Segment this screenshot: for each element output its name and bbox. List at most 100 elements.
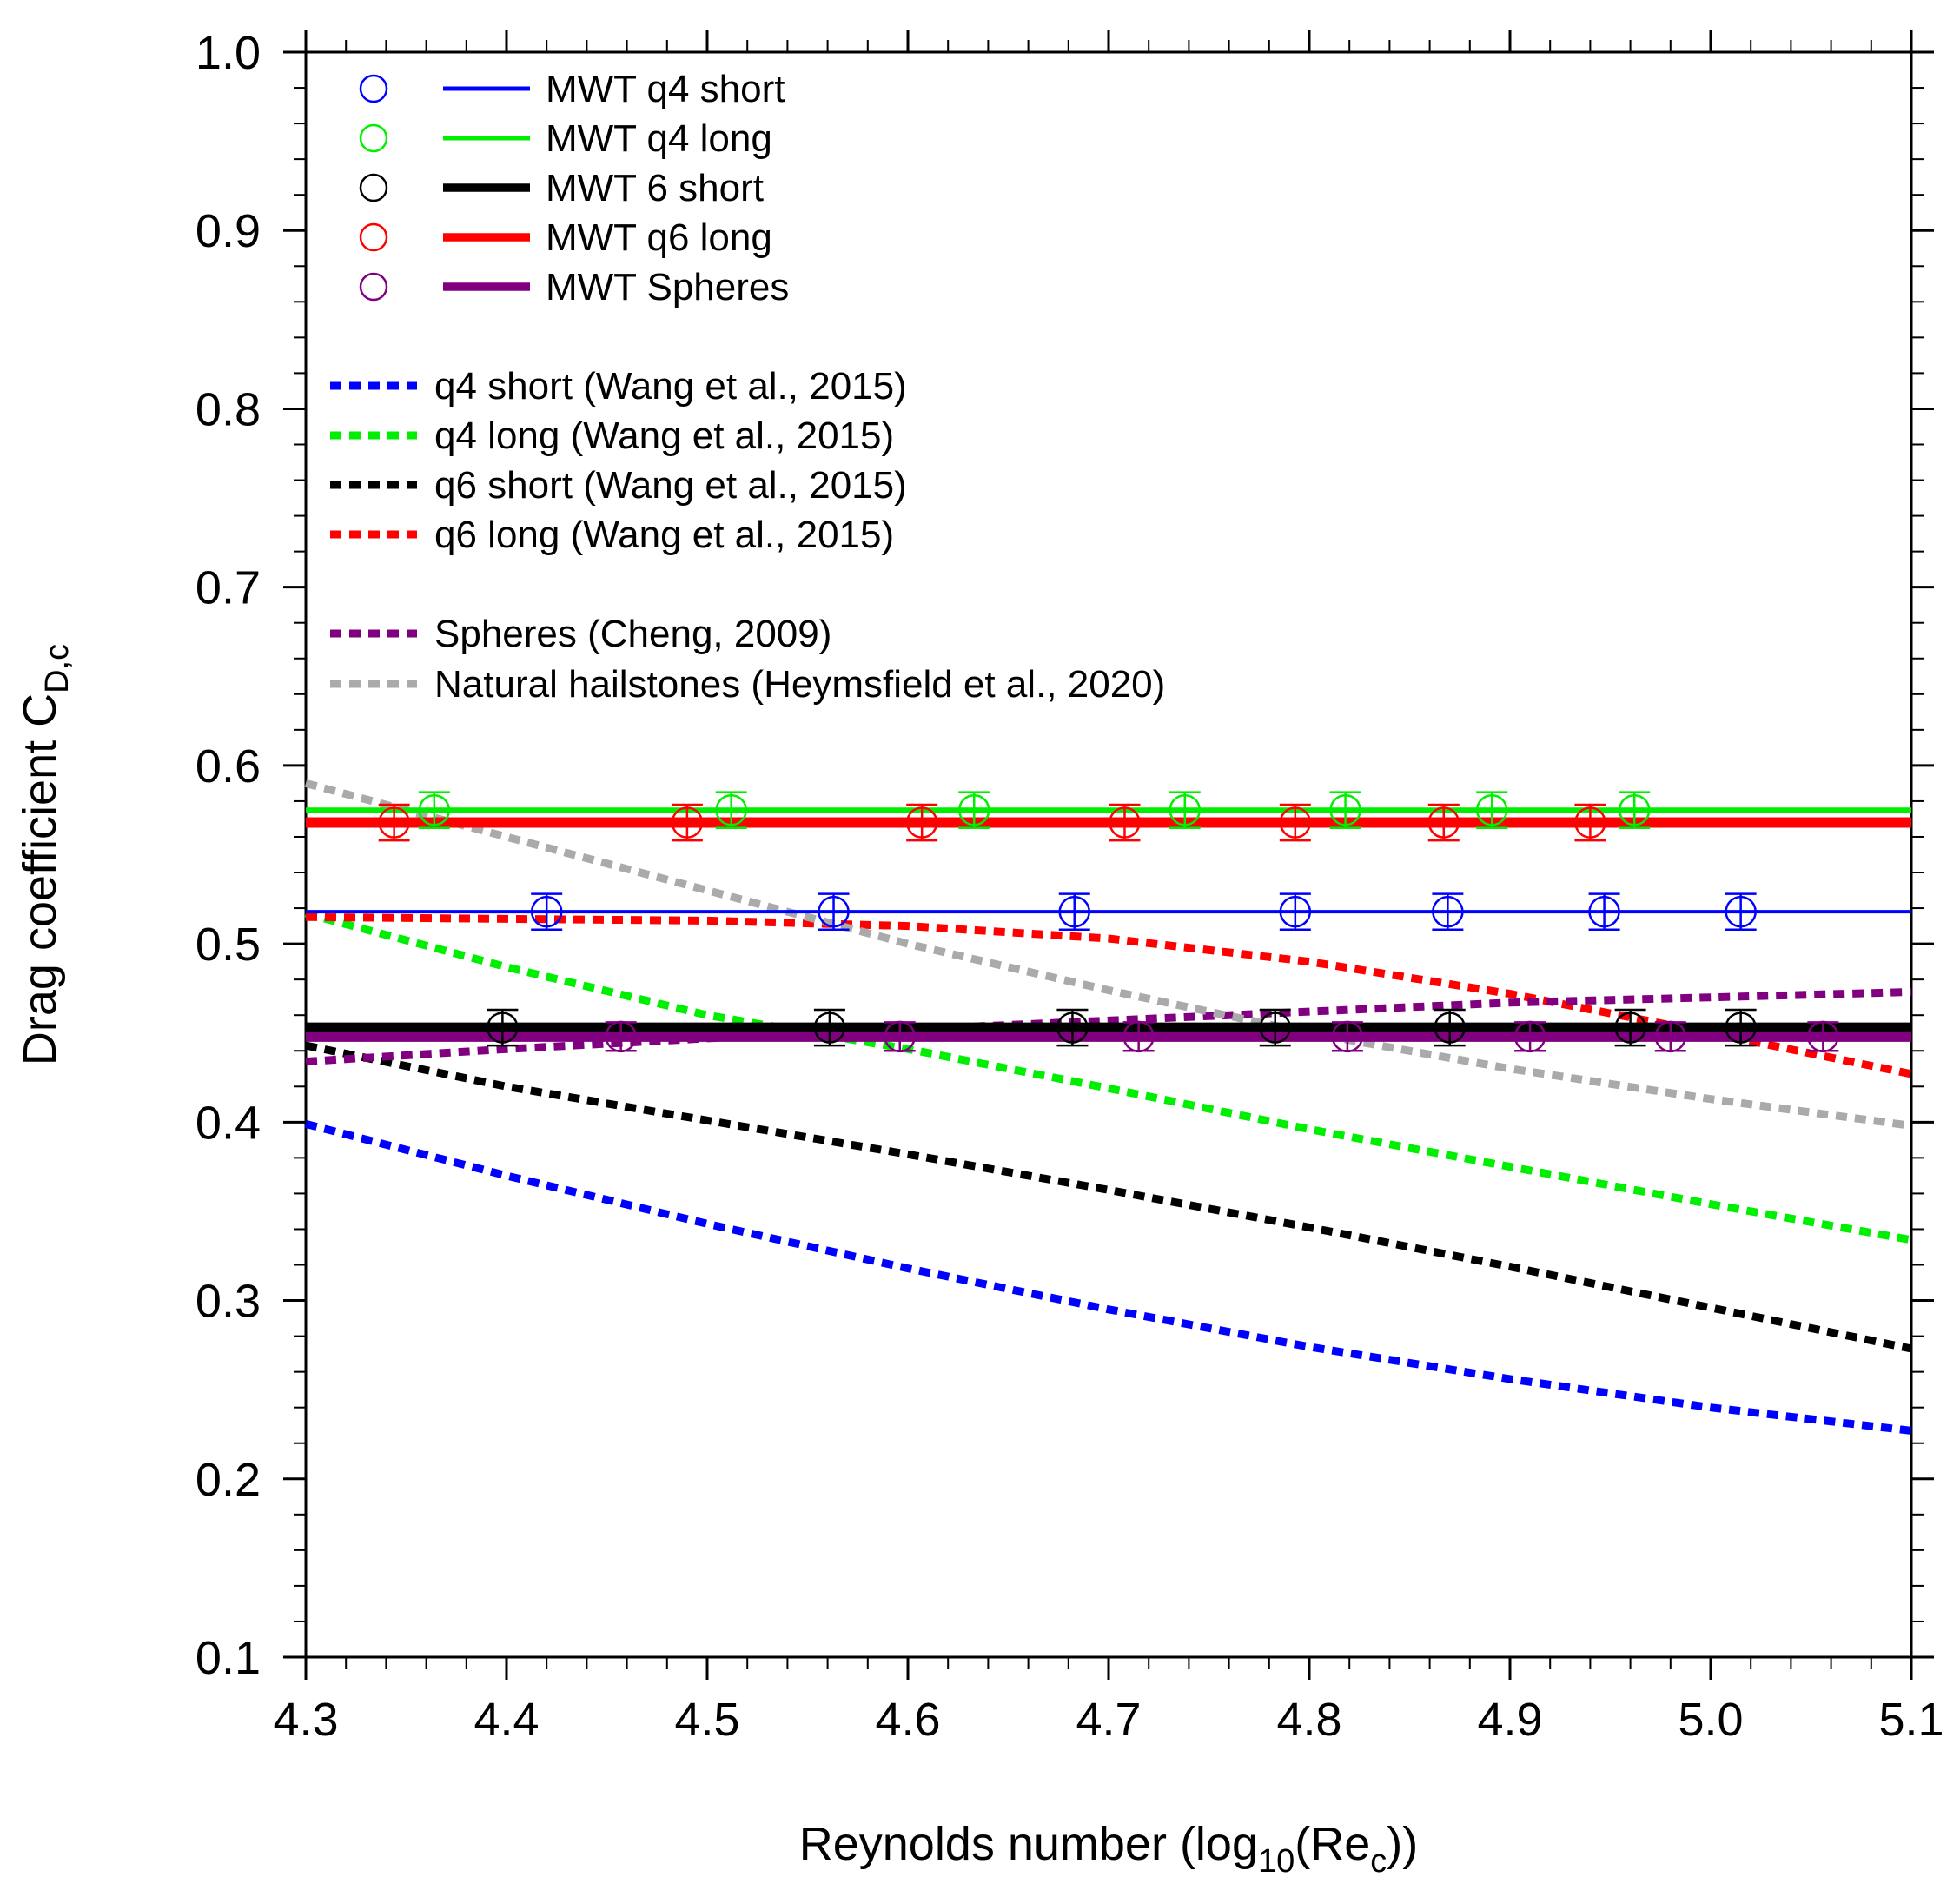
y-tick-label: 0.1 [195, 1632, 261, 1684]
point-marker [1725, 1012, 1757, 1044]
legend-label: Natural hailstones (Heymsfield et al., 2… [434, 663, 1165, 706]
point-marker [1513, 1020, 1546, 1053]
point-marker [813, 1012, 846, 1044]
data-point-mwt-q4-short [818, 892, 850, 931]
point-marker [1169, 793, 1202, 826]
legend-item-q4-long-wang-et-al-2015: q4 long (Wang et al., 2015) [330, 415, 894, 457]
y-axis-title: Drag coefficient CD,c [14, 644, 76, 1065]
data-point-mwt-spheres [884, 1020, 917, 1053]
curve-q4-short-wang-et-al-2015 [304, 1120, 1912, 1435]
legend-item-spheres-cheng-2009: Spheres (Cheng, 2009) [330, 613, 831, 655]
data-point-mwt-q6-long [671, 803, 704, 842]
data-point-mwt-q6-long [1574, 803, 1606, 842]
y-tick-label: 0.4 [195, 1097, 261, 1149]
x-tick-label: 4.5 [674, 1694, 739, 1746]
legend-label: q4 long (Wang et al., 2015) [434, 415, 894, 457]
data-point-mwt-q4-long [1169, 791, 1202, 829]
data-point-mwt-q4-long [418, 791, 451, 829]
point-marker [1618, 793, 1651, 826]
y-tick-label: 0.6 [195, 740, 261, 793]
point-marker [1279, 806, 1312, 839]
data-point-mwt-q4-long [1618, 791, 1651, 829]
legend-item-natural-hailstones-heymsfield-et-al-2020: Natural hailstones (Heymsfield et al., 2… [330, 663, 1165, 706]
data-point-mwt-6-short [813, 1008, 846, 1047]
data-point-mwt-q4-short [1058, 892, 1090, 931]
data-point-mwt-q4-long [1475, 791, 1508, 829]
data-point-mwt-q4-short [1588, 892, 1620, 931]
x-axis-title-subscript2: c [1370, 1843, 1387, 1880]
data-point-mwt-spheres [1331, 1020, 1364, 1053]
data-point-mwt-q4-short [1725, 892, 1757, 931]
axes: 0.1 0.2 0.3 0.4 0.5 0.6 0.7 0.8 0.9 1.0 4.3 4.4 4.5 4… [14, 27, 1944, 1880]
data-point-mwt-6-short [1434, 1008, 1466, 1047]
curve-q6-short-wang-et-al-2015 [305, 1041, 1912, 1353]
legend-item-mwt-q4-long: MWT q4 long [359, 117, 772, 160]
legend-item-mwt-spheres: MWT Spheres [359, 266, 789, 308]
point-marker [1427, 806, 1460, 839]
data-point-mwt-q4-short [1279, 892, 1312, 931]
curve-spheres-cheng-2009 [305, 988, 1912, 1066]
y-tick-label: 0.7 [195, 562, 261, 614]
y-tick-label: 0.8 [195, 383, 261, 435]
point-marker [1058, 895, 1090, 928]
point-marker [818, 895, 850, 928]
legend-marker [359, 222, 388, 252]
legend-marker [359, 74, 388, 103]
point-marker [1329, 793, 1361, 826]
point-marker [418, 793, 451, 826]
y-tick-label: 0.5 [195, 919, 261, 971]
data-point-mwt-spheres [1654, 1020, 1687, 1053]
point-marker [530, 895, 563, 928]
x-tick-label: 4.6 [875, 1694, 940, 1746]
x-axis-title-main: Reynolds number (log [799, 1818, 1258, 1870]
data-point-mwt-q4-long [957, 791, 990, 829]
y-tick-label: 0.2 [195, 1454, 261, 1506]
point-marker [1475, 793, 1508, 826]
data-point-mwt-q6-long [1109, 803, 1141, 842]
data-point-mwt-6-short [1056, 1008, 1089, 1047]
legend-label: Spheres (Cheng, 2009) [434, 613, 831, 655]
measured-points [378, 791, 1839, 1053]
legend-item-mwt-6-short: MWT 6 short [359, 167, 764, 209]
legend-item-q6-short-wang-et-al-2015: q6 short (Wang et al., 2015) [330, 464, 907, 507]
y-axis-title-subscript: D,c [39, 644, 76, 693]
data-point-mwt-q4-long [1329, 791, 1361, 829]
data-point-mwt-6-short [487, 1008, 519, 1047]
data-point-mwt-q6-long [905, 803, 938, 842]
point-marker [378, 806, 410, 839]
legend-label: MWT q4 long [546, 117, 772, 160]
point-marker [1259, 1012, 1291, 1044]
point-marker [1434, 1012, 1466, 1044]
data-point-mwt-q4-short [530, 892, 563, 931]
legend: MWT q4 short MWT q4 long MWT 6 short MWT q6… [330, 68, 1165, 706]
x-axis-title-end: )) [1387, 1818, 1418, 1870]
point-marker [1331, 1020, 1364, 1053]
x-axis-title-mid: (Re [1295, 1818, 1370, 1870]
point-marker [1654, 1020, 1687, 1053]
point-marker [1614, 1012, 1646, 1044]
point-marker [1807, 1020, 1839, 1053]
data-point-mwt-6-short [1725, 1008, 1757, 1047]
legend-item-mwt-q6-long: MWT q6 long [359, 216, 772, 259]
point-marker [1588, 895, 1620, 928]
y-tick-label: 0.9 [195, 205, 261, 257]
legend-marker [359, 272, 388, 302]
legend-label: MWT q6 long [546, 216, 772, 259]
data-point-mwt-q6-long [1279, 803, 1312, 842]
x-tick-label: 4.4 [473, 1694, 539, 1746]
x-tick-label: 5.1 [1878, 1694, 1943, 1746]
point-marker [1122, 1020, 1155, 1053]
legend-label: MWT q4 short [546, 68, 785, 110]
point-marker [487, 1012, 519, 1044]
legend-label: MWT 6 short [546, 167, 764, 209]
point-marker [1432, 895, 1464, 928]
point-marker [671, 806, 704, 839]
data-point-mwt-q6-long [1427, 803, 1460, 842]
x-tick-label: 4.7 [1076, 1694, 1141, 1746]
x-tick-label: 5.0 [1678, 1694, 1743, 1746]
data-point-mwt-6-short [1614, 1008, 1646, 1047]
legend-label: q6 short (Wang et al., 2015) [434, 464, 907, 507]
data-point-mwt-q4-short [1432, 892, 1464, 931]
point-marker [605, 1020, 637, 1053]
